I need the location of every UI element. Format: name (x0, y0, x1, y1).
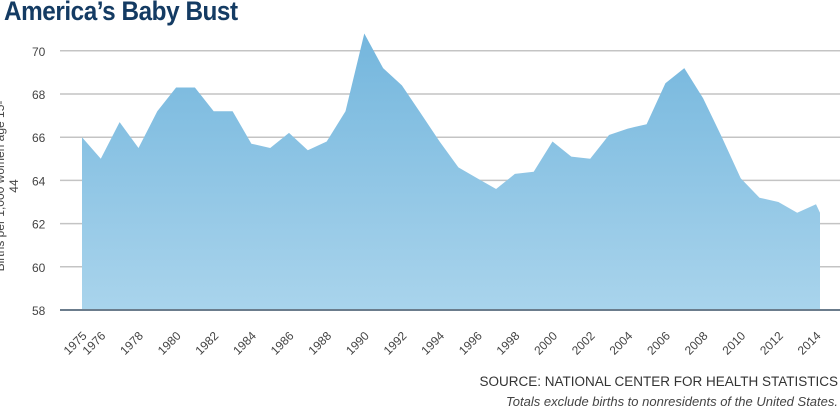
x-tick-label: 2000 (531, 329, 560, 358)
y-tick-label: 70 (32, 45, 46, 59)
x-tick-label: 1980 (155, 329, 184, 358)
x-tick-label: 1986 (268, 329, 297, 358)
x-tick-label: 2004 (607, 329, 636, 358)
y-tick-label: 64 (32, 174, 46, 188)
x-tick-label: 2012 (757, 329, 786, 358)
x-tick-label: 1996 (456, 329, 485, 358)
x-tick-label: 2006 (644, 329, 673, 358)
y-tick-label: 68 (32, 88, 46, 102)
x-tick-label: 1988 (305, 329, 334, 358)
source-text: SOURCE: NATIONAL CENTER FOR HEALTH STATI… (479, 374, 838, 389)
x-tick-label: 1998 (494, 329, 523, 358)
y-tick-label: 58 (32, 304, 46, 318)
x-tick-label: 1978 (117, 329, 146, 358)
x-tick-label: 1994 (418, 329, 447, 358)
x-tick-label: 1984 (230, 329, 259, 358)
x-tick-label: 1976 (80, 329, 109, 358)
x-tick-label: 2008 (682, 329, 711, 358)
x-tick-label: 1992 (381, 329, 410, 358)
y-tick-label: 62 (32, 218, 46, 232)
x-tick-label: 2010 (719, 329, 748, 358)
x-tick-label: 2014 (795, 329, 824, 358)
x-tick-label: 1982 (193, 329, 222, 358)
x-tick-label: 2002 (569, 329, 598, 358)
x-tick-label: 1990 (343, 329, 372, 358)
y-tick-label: 60 (32, 261, 46, 275)
y-tick-label: 66 (32, 131, 46, 145)
area-series (82, 33, 820, 310)
chart-title: America’s Baby Bust (4, 0, 238, 26)
footnote-text: Totals exclude births to nonresidents of… (506, 394, 838, 409)
